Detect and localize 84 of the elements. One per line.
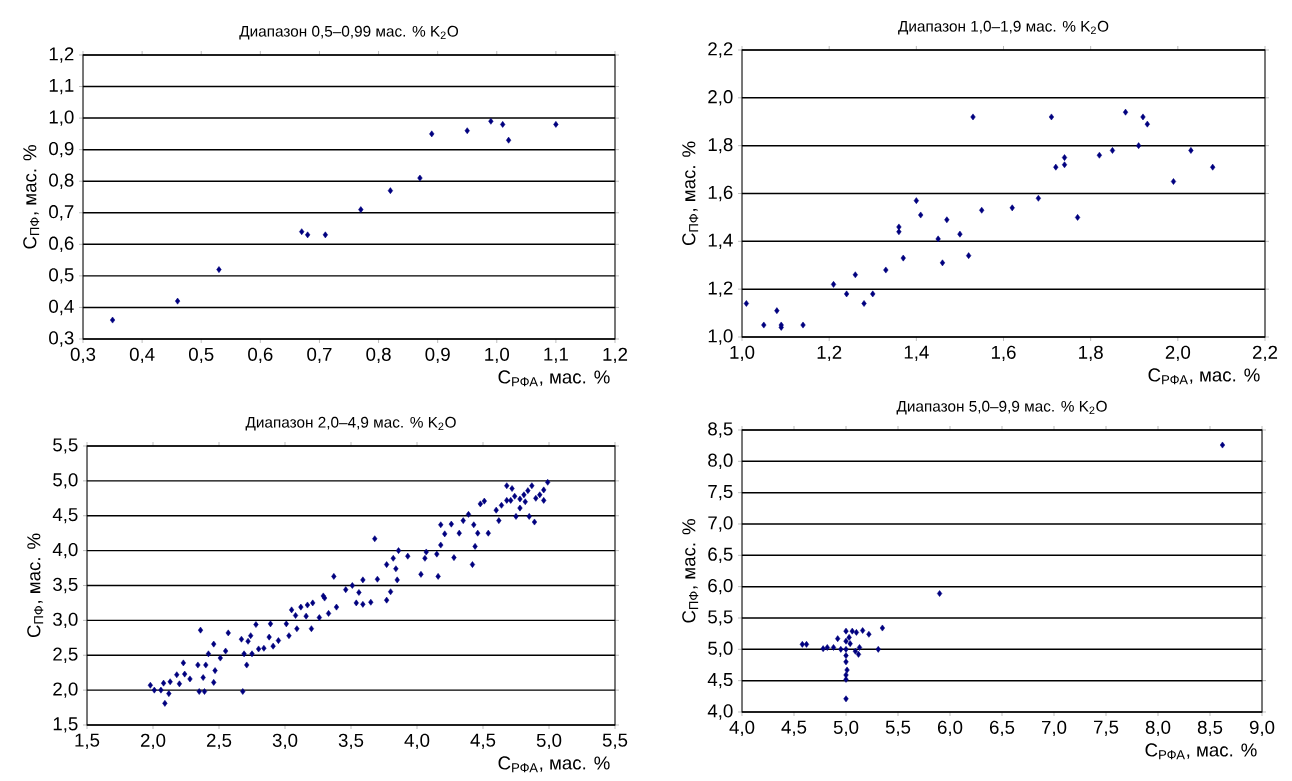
y-tick-label: 1,2 — [708, 281, 733, 297]
x-tick-label: 9,0 — [1249, 720, 1275, 737]
y-tick-label: 1,2 — [49, 47, 74, 63]
x-tick-label: 1,2 — [817, 345, 842, 362]
x-tick-label: 5,0 — [536, 733, 562, 750]
x-tick-label: 7,0 — [1041, 720, 1067, 737]
chart-title: Диапазон 1,0–1,9 мас. % K$_{2}$O — [898, 20, 1109, 35]
y-tick-label: 1,6 — [708, 185, 733, 202]
y-tick-label: 4,5 — [707, 673, 733, 689]
y-tick-label: 0,8 — [49, 173, 74, 189]
chart-title: Диапазон 2,0–4,9 мас. % K$_{2}$O — [245, 416, 456, 431]
y-tick-label: 0,5 — [49, 268, 74, 284]
x-tick-label: 5,5 — [602, 733, 628, 749]
y-tick-label: 8,5 — [708, 422, 733, 438]
y-tick-label: 6,0 — [708, 578, 733, 595]
x-tick-label: 1,5 — [75, 733, 100, 749]
x-axis-title: C$_{РФА}$, мас. % — [1148, 368, 1260, 385]
x-tick-label: 5,5 — [885, 720, 911, 736]
x-tick-label: 4,0 — [404, 733, 430, 750]
x-tick-label: 0,5 — [188, 347, 214, 364]
y-tick-label: 0,3 — [49, 331, 74, 347]
x-tick-label: 0,6 — [248, 347, 273, 364]
y-tick-label: 3,5 — [53, 577, 78, 594]
x-axis-title: C$_{РФА}$, мас. % — [1145, 743, 1257, 760]
y-tick-label: 1,4 — [708, 233, 733, 249]
y-tick-label: 6,5 — [708, 547, 733, 564]
x-axis-title: C$_{РФА}$, мас. % — [498, 756, 610, 773]
x-tick-label: 0,8 — [366, 347, 391, 364]
y-tick-label: 4,0 — [52, 542, 78, 559]
y-tick-label: 5,0 — [708, 641, 733, 658]
x-tick-label: 4,0 — [729, 720, 755, 737]
y-axis-title: C$_{ПФ}$, мас. % — [682, 141, 699, 246]
y-tick-label: 2,5 — [53, 647, 78, 663]
x-tick-label: 5,0 — [833, 720, 859, 737]
x-tick-label: 0,7 — [307, 347, 332, 364]
y-tick-label: 5,0 — [53, 473, 78, 489]
y-tick-label: 5,5 — [53, 438, 78, 454]
y-tick-label: 5,5 — [708, 610, 733, 626]
y-tick-label: 1,8 — [708, 137, 733, 154]
x-tick-label: 3,0 — [272, 733, 298, 750]
y-tick-label: 3,0 — [53, 612, 78, 629]
y-tick-label: 1,0 — [708, 329, 733, 345]
x-tick-label: 8,0 — [1145, 720, 1171, 737]
y-tick-label: 0,7 — [49, 205, 74, 221]
x-tick-label: 7,5 — [1093, 720, 1119, 736]
x-tick-label: 3,5 — [338, 733, 364, 750]
x-tick-label: 1,6 — [991, 345, 1016, 362]
x-tick-label: 1,0 — [730, 345, 755, 362]
y-axis-title: C$_{ПФ}$, мас. % — [23, 145, 40, 249]
x-tick-label: 1,4 — [904, 345, 929, 361]
x-tick-label: 1,8 — [1079, 345, 1103, 362]
y-tick-label: 4,5 — [52, 508, 78, 524]
x-tick-label: 1,1 — [544, 347, 568, 363]
y-tick-label: 4,0 — [707, 704, 733, 720]
chart-title: Диапазон 5,0–9,9 мас. % K$_{2}$O — [896, 400, 1107, 415]
y-tick-label: 7,5 — [708, 485, 733, 501]
y-tick-label: 1,0 — [49, 110, 74, 126]
y-axis-title: C$_{ПФ}$, мас. % — [682, 519, 699, 623]
y-axis-title: C$_{ПФ}$, мас. % — [27, 533, 44, 638]
x-tick-label: 1,0 — [485, 347, 510, 364]
y-tick-label: 2,2 — [708, 42, 733, 58]
y-tick-label: 2,0 — [53, 682, 78, 698]
x-tick-label: 2,0 — [140, 733, 166, 750]
y-tick-label: 7,0 — [708, 516, 733, 532]
x-tick-label: 1,2 — [603, 347, 628, 364]
y-tick-label: 0,9 — [49, 141, 74, 158]
y-tick-label: 8,0 — [708, 453, 733, 470]
x-tick-label: 4,5 — [470, 733, 496, 749]
x-tick-label: 4,5 — [781, 720, 807, 736]
x-axis-title: C$_{РФА}$, мас. % — [498, 370, 610, 387]
y-tick-label: 2,0 — [708, 90, 733, 106]
x-tick-label: 2,0 — [1165, 345, 1191, 362]
x-tick-label: 8,5 — [1197, 720, 1223, 737]
x-tick-label: 2,5 — [206, 733, 232, 750]
x-tick-label: 0,9 — [425, 347, 450, 364]
y-tick-label: 1,1 — [49, 78, 74, 95]
x-tick-label: 2,2 — [1252, 345, 1278, 362]
x-tick-label: 6,0 — [937, 720, 963, 737]
y-tick-label: 0,4 — [49, 299, 74, 316]
x-tick-label: 0,4 — [129, 347, 155, 364]
y-tick-label: 0,6 — [49, 236, 74, 253]
chart-title: Диапазон 0,5–0,99 мас. % K$_{2}$O — [239, 25, 459, 40]
x-tick-label: 0,3 — [70, 347, 96, 364]
x-tick-label: 6,5 — [989, 720, 1015, 737]
